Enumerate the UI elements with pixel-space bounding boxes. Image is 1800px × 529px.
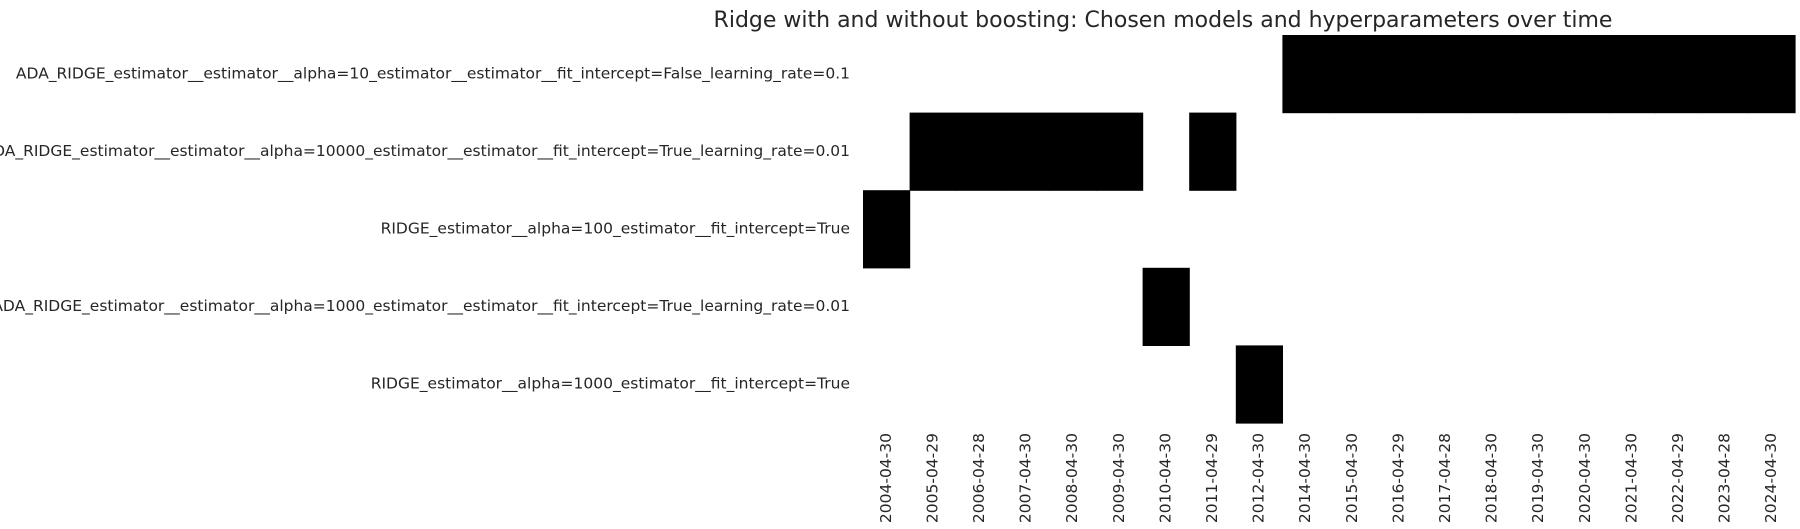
x-tick-label: 2008-04-30 — [1063, 433, 1081, 523]
x-tick-label: 2009-04-30 — [1110, 433, 1128, 523]
heatmap-cell — [1142, 267, 1190, 346]
heatmap-cell — [1701, 35, 1749, 114]
heatmap-cell — [909, 112, 957, 191]
x-tick-label: 2007-04-30 — [1017, 433, 1035, 523]
y-tick-label: RIDGE_estimator__alpha=100_estimator__fi… — [381, 220, 850, 239]
chart-title: Ridge with and without boosting: Chosen … — [714, 8, 1613, 33]
x-axis-tick-labels: 2004-04-30 2005-04-29 2006-04-28 2007-04-30… — [877, 433, 1780, 523]
heatmap-cell — [1562, 35, 1610, 114]
heatmap-cells — [863, 35, 1796, 424]
y-tick-label: ADA_RIDGE_estimator__estimator__alpha=10… — [16, 64, 850, 83]
x-tick-label: 2019-04-30 — [1529, 433, 1547, 523]
x-tick-label: 2016-04-29 — [1389, 433, 1407, 523]
x-tick-label: 2020-04-30 — [1576, 433, 1594, 523]
x-tick-label: 2011-04-29 — [1203, 433, 1221, 523]
x-tick-label: 2017-04-28 — [1436, 433, 1454, 523]
x-tick-label: 2021-04-30 — [1622, 433, 1640, 523]
x-tick-label: 2014-04-30 — [1296, 433, 1314, 523]
x-tick-label: 2005-04-29 — [923, 433, 941, 523]
x-tick-label: 2024-04-30 — [1762, 433, 1780, 523]
x-tick-label: 2023-04-28 — [1716, 433, 1734, 523]
y-tick-label: ADA_RIDGE_estimator__estimator__alpha=10… — [0, 142, 850, 161]
heatmap-cell — [1235, 345, 1283, 424]
heatmap-cell — [1002, 112, 1050, 191]
x-tick-label: 2012-04-30 — [1250, 433, 1268, 523]
heatmap-cell — [1748, 35, 1796, 114]
x-tick-label: 2004-04-30 — [877, 433, 895, 523]
heatmap-cell — [1329, 35, 1377, 114]
heatmap-cell — [1608, 35, 1656, 114]
heatmap-cell — [1375, 35, 1423, 114]
x-tick-label: 2018-04-30 — [1483, 433, 1501, 523]
heatmap-cell — [1422, 35, 1470, 114]
heatmap-cell — [1282, 35, 1330, 114]
y-tick-label: RIDGE_estimator__alpha=1000_estimator__f… — [371, 375, 850, 394]
y-axis-tick-labels: ADA_RIDGE_estimator__estimator__alpha=10… — [0, 64, 850, 393]
heatmap-cell — [863, 190, 911, 269]
x-tick-label: 2006-04-28 — [970, 433, 988, 523]
x-tick-label: 2015-04-30 — [1343, 433, 1361, 523]
heatmap-cell — [1468, 35, 1516, 114]
x-tick-label: 2022-04-29 — [1669, 433, 1687, 523]
heatmap-cell — [1096, 112, 1144, 191]
heatmap-cell — [956, 112, 1004, 191]
heatmap-cell — [1515, 35, 1563, 114]
heatmap-cell — [1655, 35, 1703, 114]
heatmap-cell — [1049, 112, 1097, 191]
x-tick-label: 2010-04-30 — [1156, 433, 1174, 523]
heatmap-cell — [1189, 112, 1237, 191]
y-tick-label: ADA_RIDGE_estimator__estimator__alpha=10… — [0, 297, 850, 316]
